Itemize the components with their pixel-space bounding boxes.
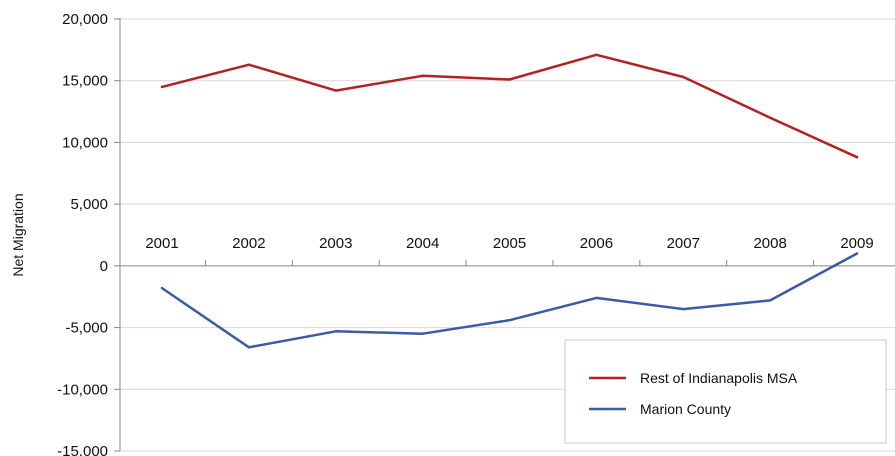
- x-tick-label: 2005: [493, 235, 526, 252]
- legend-label-marion-county: Marion County: [640, 401, 731, 417]
- legend-label-rest-of-indianapolis-msa: Rest of Indianapolis MSA: [640, 370, 798, 386]
- data-point-rest-of-indianapolis-msa: [508, 78, 511, 81]
- data-point-marion-county: [421, 332, 424, 335]
- data-point-marion-county: [855, 252, 859, 255]
- x-tick-label: 2007: [667, 235, 700, 252]
- data-point-marion-county: [334, 330, 337, 333]
- data-point-rest-of-indianapolis-msa: [160, 85, 164, 89]
- series-line-marion-county: [160, 252, 859, 349]
- x-tick-label: 2009: [840, 235, 873, 252]
- data-point-marion-county: [682, 307, 685, 311]
- x-tick-label: 2004: [406, 235, 439, 252]
- y-tick-label: 10,000: [62, 134, 108, 151]
- data-point-marion-county: [768, 299, 772, 302]
- legend: Rest of Indianapolis MSA Marion County: [564, 339, 887, 444]
- y-axis-ticks: 20,000 15,000 10,000 5,000 0 -5,000 -10,000 -15…: [57, 11, 120, 456]
- data-point-rest-of-indianapolis-msa: [768, 116, 772, 119]
- legend-box: [564, 339, 887, 444]
- y-tick-label: 5,000: [70, 196, 108, 213]
- data-point-rest-of-indianapolis-msa: [247, 63, 251, 66]
- x-tick-label: 2003: [319, 235, 352, 252]
- data-point-rest-of-indianapolis-msa: [682, 75, 685, 79]
- x-axis-ticks: 2001 2002 2003 2004 2005 2006 2007 2008 2009: [145, 235, 874, 266]
- y-tick-label: 15,000: [62, 73, 108, 90]
- gridlines: [120, 18, 895, 452]
- y-tick-label: -10,000: [57, 381, 108, 398]
- data-point-rest-of-indianapolis-msa: [334, 89, 337, 92]
- y-tick-label: 20,000: [62, 11, 108, 28]
- x-tick-label: 2001: [145, 235, 178, 252]
- data-point-marion-county: [160, 286, 164, 290]
- x-tick-label: 2006: [580, 235, 613, 252]
- data-point-marion-county: [247, 346, 251, 349]
- data-point-rest-of-indianapolis-msa: [855, 156, 859, 159]
- y-axis-title: Net Migration: [10, 193, 26, 276]
- x-tick-label: 2002: [232, 235, 265, 252]
- y-tick-label: 0: [100, 258, 108, 275]
- y-tick-label: -15,000: [57, 443, 108, 456]
- y-tick-label: -5,000: [65, 320, 108, 337]
- data-point-rest-of-indianapolis-msa: [595, 53, 598, 56]
- x-tick-label: 2008: [753, 235, 786, 252]
- data-point-rest-of-indianapolis-msa: [421, 74, 424, 77]
- series-line-rest-of-indianapolis-msa: [160, 53, 859, 159]
- data-point-marion-county: [595, 296, 598, 300]
- series-lines: [160, 53, 859, 349]
- data-point-marion-county: [508, 318, 511, 322]
